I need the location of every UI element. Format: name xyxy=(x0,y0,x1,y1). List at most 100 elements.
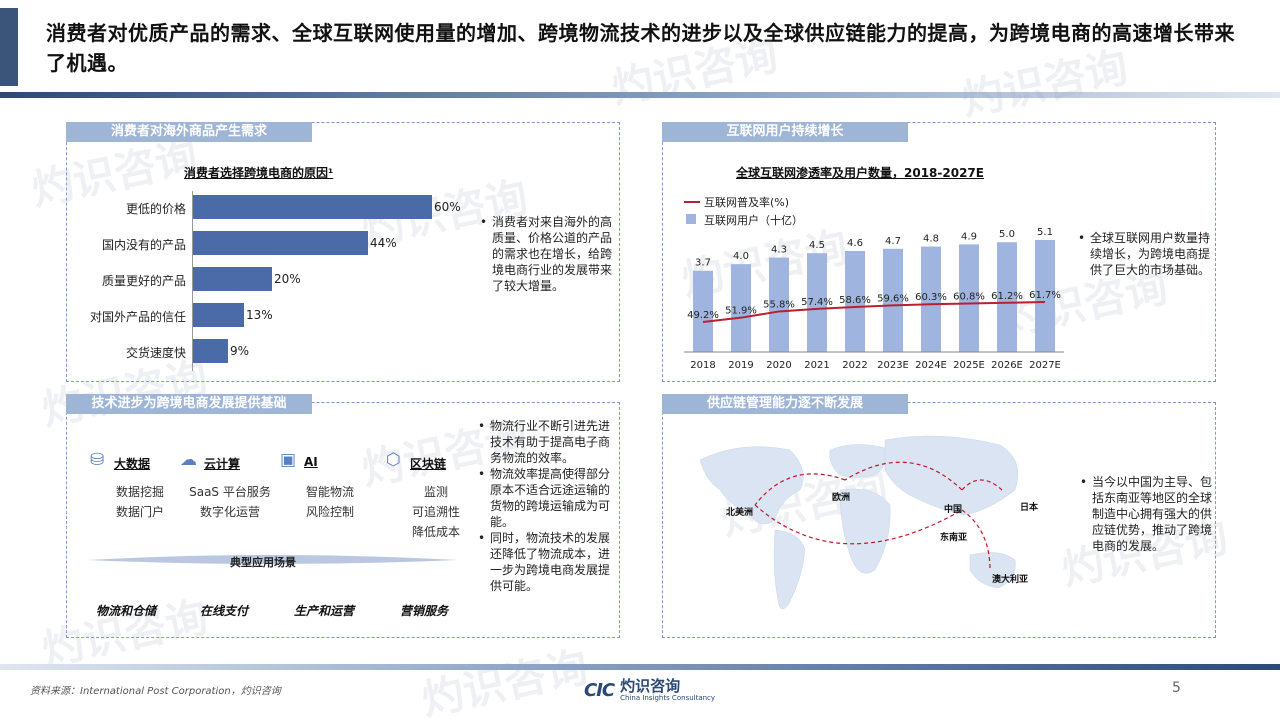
africa-shape xyxy=(839,488,891,574)
user-bar xyxy=(731,264,751,352)
x-tick-label: 2019 xyxy=(728,360,753,371)
south-america-shape xyxy=(773,529,806,610)
europe-shape xyxy=(829,444,887,478)
demand-panel-heading: 消费者对海外商品产生需求 xyxy=(66,122,312,142)
bar-value-label: 9% xyxy=(230,344,250,358)
tech-subitem: 监测 xyxy=(423,485,448,499)
bar-value-label: 20% xyxy=(274,272,301,286)
user-bar-label: 4.0 xyxy=(733,251,749,262)
route-china-japan xyxy=(961,479,1003,491)
database-icon: ⛁ xyxy=(90,450,105,470)
tech-panel xyxy=(66,402,620,638)
penetration-label: 60.8% xyxy=(953,291,985,302)
legend-line-label: 互联网普及率(%) xyxy=(704,195,789,209)
supply-panel-heading: 供应链管理能力逐不断发展 xyxy=(662,394,908,414)
tech-item-label: 区块链 xyxy=(410,457,447,471)
tech-subitem: 数据挖掘 xyxy=(115,485,164,499)
label-china: 中国 xyxy=(944,505,963,515)
x-tick-label: 2018 xyxy=(690,360,715,371)
user-bar-label: 5.0 xyxy=(999,229,1015,240)
tech-item-subitems: 监测可追溯性降低成本 xyxy=(388,482,484,542)
legend-bar-label: 互联网用户（十亿） xyxy=(704,213,803,227)
bullet-item: 物流效率提高使得部分原本不适合远途运输的货物的跨境运输成为可能。 xyxy=(478,466,614,530)
asia-shape xyxy=(884,435,1019,516)
blockchain-icon: ⬡ xyxy=(386,450,401,470)
user-bar-label: 5.1 xyxy=(1037,227,1053,238)
bar-value-label: 13% xyxy=(246,308,273,322)
internet-combo-chart: 互联网普及率(%) 互联网用户（十亿） 3.7 2018 4.0 2019 4.3 2020 4… xyxy=(684,195,1064,371)
user-bar xyxy=(693,270,713,352)
tech-item-label: AI xyxy=(304,455,318,469)
user-bar-label: 4.9 xyxy=(961,231,977,242)
bar xyxy=(192,231,368,255)
tech-item-subitems: 数据挖掘 数据门户 xyxy=(92,482,188,522)
penetration-label: 60.3% xyxy=(915,292,947,303)
user-bar xyxy=(1035,240,1055,352)
tech-subitem: 降低成本 xyxy=(411,525,460,539)
penetration-label: 51.9% xyxy=(725,306,757,317)
logo-cn: 灼识咨询 xyxy=(620,677,681,695)
source-note: 资料来源：International Post Corporation，灼识咨询 xyxy=(30,686,281,697)
user-bar-label: 4.7 xyxy=(885,236,901,247)
user-bar xyxy=(921,246,941,352)
tech-item-label: 大数据 xyxy=(114,457,151,471)
reasons-chart-title: 消费者选择跨境电商的原因¹ xyxy=(184,166,334,180)
logo-en: China Insights Consultancy xyxy=(620,694,716,702)
tech-subitem: 数据门户 xyxy=(115,505,164,519)
route-china-europe xyxy=(844,461,963,491)
user-bar-label: 4.5 xyxy=(809,240,825,251)
user-bar xyxy=(845,250,865,352)
scenario-item: 营销服务 xyxy=(400,604,449,618)
bar xyxy=(192,195,432,219)
bar-category-label: 国内没有的产品 xyxy=(101,238,186,252)
bullet-item: 全球互联网用户数量持续增长，为跨境电商提供了巨大的市场基础。 xyxy=(1078,230,1210,278)
tech-subitem: 智能物流 xyxy=(305,485,354,499)
australia-shape xyxy=(969,552,1016,589)
supply-panel xyxy=(662,402,1216,638)
user-bar-label: 3.7 xyxy=(695,258,711,269)
route-europe-northamerica xyxy=(754,473,846,506)
bar-category-label: 对国外产品的信任 xyxy=(89,310,186,324)
scenario-item: 生产和运营 xyxy=(294,604,355,618)
scenario-item: 在线支付 xyxy=(200,604,249,618)
internet-chart-title: 全球互联网渗透率及用户数量，2018-2027E xyxy=(736,166,984,180)
tech-item-subitems: 智能物流 风险控制 xyxy=(282,482,378,522)
user-bar xyxy=(883,248,903,352)
bar-category-label: 交货速度快 xyxy=(125,346,186,360)
bar-value-label: 60% xyxy=(434,200,461,214)
page-number: 5 xyxy=(1172,680,1181,696)
cloud-icon: ☁ xyxy=(180,450,197,470)
chip-icon: ▣ xyxy=(280,450,297,470)
user-bar xyxy=(997,242,1017,352)
penetration-label: 55.8% xyxy=(763,299,795,310)
user-bar-label: 4.8 xyxy=(923,234,939,245)
penetration-line xyxy=(702,301,1046,323)
penetration-label: 61.7% xyxy=(1029,290,1061,301)
label-southeast-asia: 东南亚 xyxy=(940,533,968,543)
demand-panel xyxy=(66,122,620,382)
demand-bullets: 消费者对来自海外的高质量、价格公道的产品的需求也在增长，给跨境电商行业的发展带来… xyxy=(480,214,614,294)
bar xyxy=(192,339,228,363)
x-tick-label: 2023E xyxy=(877,360,909,371)
scenario-item: 物流和仓储 xyxy=(96,604,157,618)
legend-bar-swatch xyxy=(686,214,696,224)
user-bar xyxy=(769,257,789,352)
bullet-item: 消费者对来自海外的高质量、价格公道的产品的需求也在增长，给跨境电商行业的发展带来… xyxy=(480,214,614,294)
bullet-item: 物流行业不断引进先进技术有助于提高电子商务物流的效率。 xyxy=(478,418,614,466)
penetration-label: 58.6% xyxy=(839,295,871,306)
x-tick-label: 2027E xyxy=(1029,360,1061,371)
label-north-america: 北美洲 xyxy=(726,508,754,518)
tech-subitem: 可追溯性 xyxy=(411,505,460,519)
company-logo: CIC 灼识咨询 China Insights Consultancy xyxy=(584,678,715,702)
tech-subitem: 风险控制 xyxy=(305,505,354,519)
internet-panel-heading: 互联网用户持续增长 xyxy=(662,122,908,142)
bar xyxy=(192,267,272,291)
bullet-item: 当今以中国为主导、包括东南亚等地区的全球制造中心拥有强大的供应链优势，推动了跨境… xyxy=(1080,474,1212,554)
route-northamerica-china xyxy=(754,504,963,545)
user-bar-label: 4.6 xyxy=(847,238,863,249)
x-tick-label: 2026E xyxy=(991,360,1023,371)
penetration-label: 61.2% xyxy=(991,291,1023,302)
scenarios-divider xyxy=(88,555,458,564)
penetration-label: 49.2% xyxy=(687,310,719,321)
x-tick-label: 2021 xyxy=(804,360,829,371)
